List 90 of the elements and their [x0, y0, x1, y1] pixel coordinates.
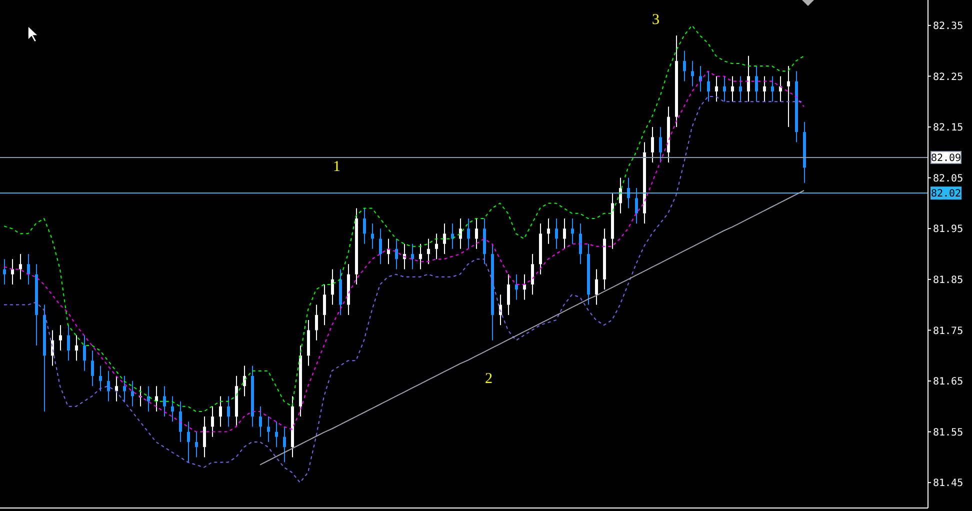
- candlestick: [243, 365, 246, 397]
- candlestick: [459, 218, 462, 250]
- y-tick-label: 82.25: [933, 72, 964, 83]
- candlestick: [771, 76, 774, 102]
- candlestick: [3, 258, 6, 285]
- candlestick: [371, 223, 374, 250]
- candlestick: [267, 416, 270, 442]
- y-tick-label: 81.75: [933, 326, 964, 337]
- candlestick: [595, 268, 598, 306]
- candlestick: [59, 324, 62, 352]
- candlestick: [331, 268, 334, 306]
- candlestick: [171, 396, 174, 422]
- candlestick: [107, 370, 110, 402]
- candlestick: [683, 50, 686, 82]
- candlestick: [187, 421, 190, 463]
- y-tick-label: 82.35: [933, 20, 964, 32]
- candlestick: [707, 70, 710, 102]
- candlestick: [531, 254, 534, 296]
- candlestick: [451, 223, 454, 250]
- annotation: 1: [333, 159, 340, 176]
- candlestick: [75, 334, 78, 362]
- line-series: [4, 96, 804, 484]
- candlestick: [27, 254, 30, 285]
- candlestick: [547, 218, 550, 244]
- candlestick: [315, 304, 318, 341]
- candlestick: [11, 258, 14, 285]
- candlestick: [419, 243, 422, 270]
- candlestick: [91, 350, 94, 387]
- candlestick: [723, 76, 726, 102]
- candlestick: [563, 218, 566, 250]
- candlestick: [227, 396, 230, 428]
- candlestick: [787, 66, 790, 128]
- candlestick: [179, 400, 182, 442]
- candlestick: [379, 228, 382, 265]
- candlestick: [635, 187, 638, 224]
- candlestick: [147, 386, 150, 412]
- candlestick: [555, 218, 558, 250]
- candlestick: [211, 406, 214, 438]
- y-tick-label: 81.45: [933, 478, 964, 490]
- candlestick: [507, 274, 510, 316]
- candlestick: [443, 223, 446, 254]
- candlestick: [691, 60, 694, 87]
- candlestick: [363, 208, 366, 244]
- candlestick: [323, 284, 326, 326]
- candlestick: [155, 386, 158, 412]
- candlestick: [659, 126, 662, 164]
- y-tick-label: 82.15: [933, 122, 964, 134]
- line-series: [4, 24, 804, 412]
- candlestick: [163, 386, 166, 418]
- candlestick: [763, 76, 766, 102]
- candlestick: [283, 426, 286, 463]
- candlestick: [411, 243, 414, 270]
- candlestick: [579, 223, 582, 265]
- candlestick: [475, 218, 478, 250]
- candlestick: [739, 76, 742, 102]
- candlestick: [83, 334, 86, 372]
- candlestick: [131, 380, 134, 407]
- candlestick: [747, 55, 750, 102]
- y-tick-label: 81.95: [933, 224, 964, 236]
- candlestick: [651, 126, 654, 164]
- y-tick-label: 81.85: [933, 274, 964, 286]
- y-tick-label: 82.05: [933, 173, 964, 184]
- annotation: 3: [652, 12, 660, 29]
- annotation: 2: [485, 371, 492, 388]
- candlestick: [219, 396, 222, 428]
- candlestick: [203, 416, 206, 458]
- candlestick: [259, 406, 262, 438]
- candlestick: [195, 431, 198, 458]
- candlestick: [275, 421, 278, 448]
- candlestick: [515, 274, 518, 300]
- line-series: [260, 190, 804, 466]
- candlestick: [19, 254, 22, 280]
- candlestick: [435, 233, 438, 260]
- candlestick: [731, 76, 734, 102]
- candlestick: [395, 238, 398, 270]
- candlestick: [699, 66, 702, 92]
- candlestick: [99, 365, 102, 392]
- ref-line-label: 82.09: [930, 152, 962, 164]
- candlestick: [467, 218, 470, 250]
- candlestick: [571, 218, 574, 244]
- candlestick: [115, 375, 118, 402]
- candlestick: [755, 66, 758, 102]
- candlestick: [123, 375, 126, 402]
- candlestick: [715, 76, 718, 102]
- candlestick: [427, 238, 430, 265]
- candlestick: [523, 274, 526, 300]
- candlestick: [67, 324, 70, 362]
- ref-line-label: 82.02: [930, 188, 962, 200]
- y-tick-label: 81.55: [933, 427, 964, 438]
- y-tick-label: 81.65: [933, 376, 964, 388]
